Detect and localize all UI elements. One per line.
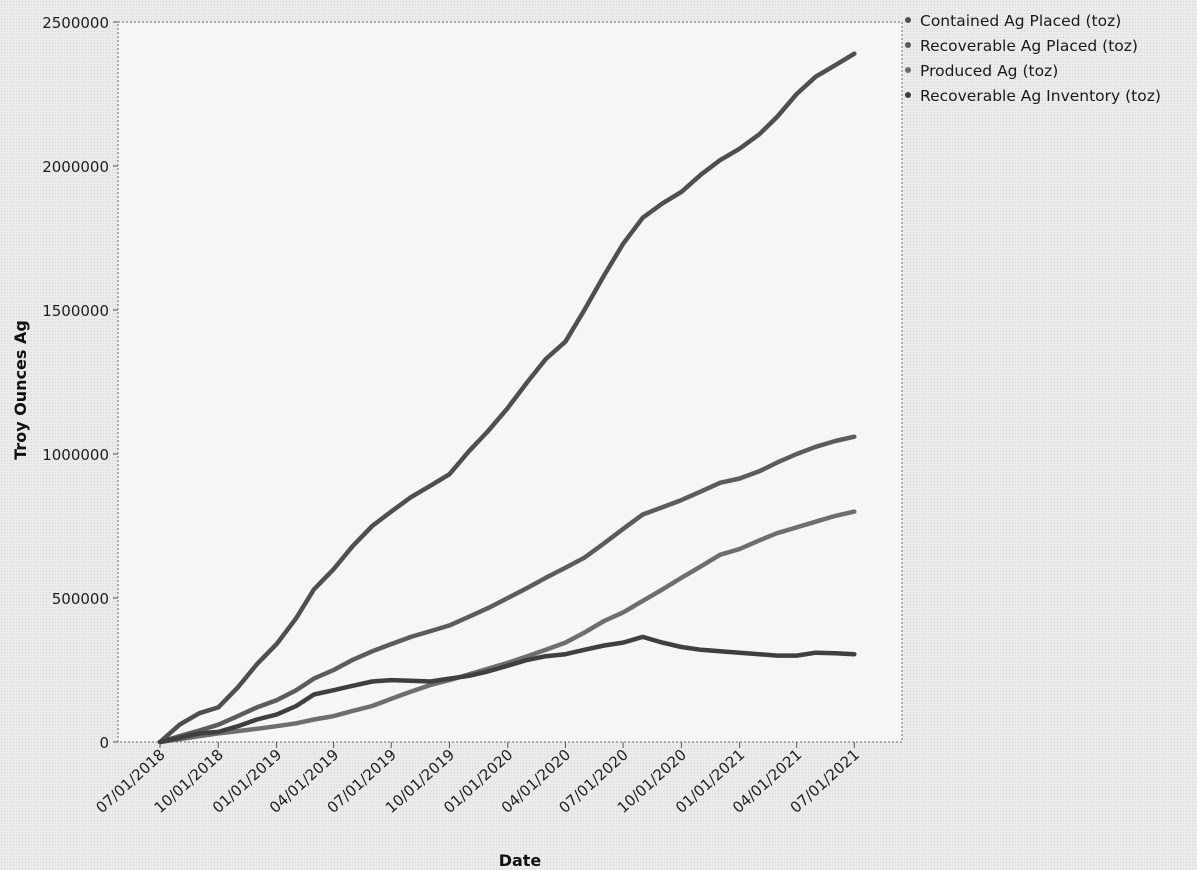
legend: Contained Ag Placed (toz) Recoverable Ag …	[905, 12, 1161, 105]
y-tick-label: 2000000	[42, 158, 109, 176]
legend-label: Produced Ag (toz)	[920, 62, 1058, 80]
y-tick-label: 2500000	[42, 14, 109, 32]
y-tick-label: 0	[99, 734, 109, 752]
legend-label: Recoverable Ag Inventory (toz)	[920, 87, 1161, 105]
series-line-2	[157, 434, 857, 745]
y-tick-label: 1500000	[42, 302, 109, 320]
y-axis-title: Troy Ounces Ag	[11, 320, 30, 460]
x-axis-title: Date	[499, 851, 542, 870]
y-tick-label: 500000	[52, 590, 109, 608]
y-axis: 0 500000 1000000 1500000 2000000 2500000	[42, 14, 118, 752]
series-line-3	[157, 509, 857, 745]
legend-marker	[905, 42, 911, 48]
y-tick-label: 1000000	[42, 446, 109, 464]
series-lines	[157, 51, 857, 745]
legend-label: Recoverable Ag Placed (toz)	[920, 37, 1138, 55]
x-axis: 07/01/201810/01/201801/01/201904/01/2019…	[92, 742, 863, 817]
legend-label: Contained Ag Placed (toz)	[920, 12, 1121, 30]
plot-frame	[117, 21, 903, 743]
legend-marker	[905, 17, 911, 23]
series-line-1	[157, 51, 857, 745]
legend-marker	[905, 92, 911, 98]
legend-marker	[905, 67, 911, 73]
series-line-4	[157, 634, 857, 745]
